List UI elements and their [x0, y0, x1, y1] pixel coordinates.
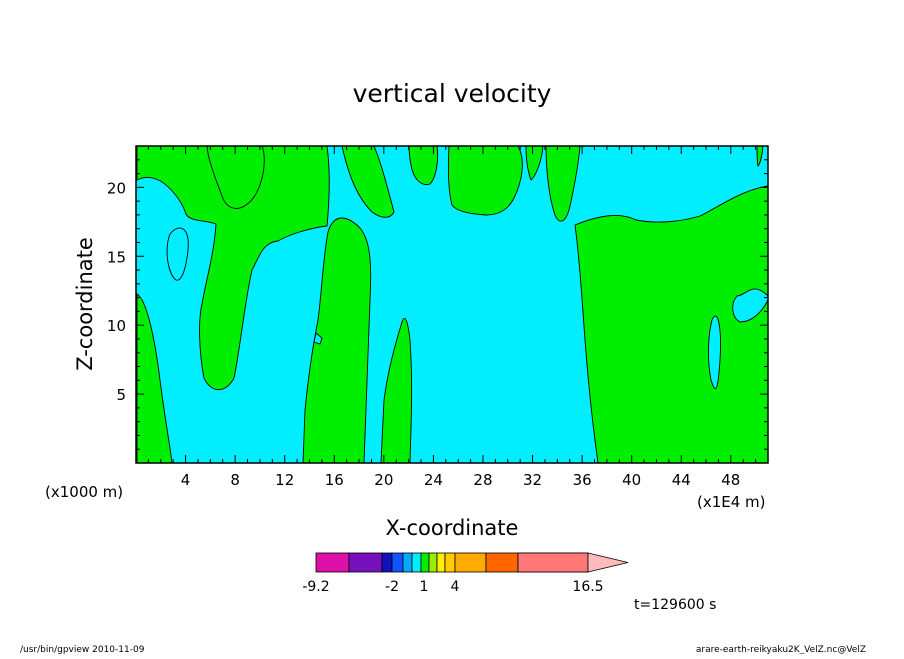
- x-tick-label: 28: [473, 471, 492, 489]
- colorbar-tick-label: 4: [451, 579, 460, 595]
- x-axis-label: X-coordinate: [386, 516, 519, 540]
- x-tick-label: 24: [424, 471, 443, 489]
- colorbar-extend-triangle: [587, 552, 629, 573]
- x-tick-label: 32: [523, 471, 542, 489]
- x-tick-label: 20: [374, 471, 393, 489]
- colorbar-tick-label: -2: [385, 579, 399, 595]
- plot-frame: [135, 145, 769, 464]
- positive-region: [408, 145, 439, 186]
- y-tick-label: 10: [107, 317, 126, 335]
- colorbar-segment: [454, 552, 487, 573]
- colorbar: [315, 552, 629, 573]
- colorbar-segment: [348, 552, 383, 573]
- colorbar-segment: [402, 552, 413, 573]
- y-tick-label: 5: [116, 386, 126, 404]
- x-tick-label: 48: [721, 471, 740, 489]
- x-scale-right-label: (x1E4 m): [697, 493, 766, 511]
- colorbar-segment: [381, 552, 393, 573]
- footer-right: arare-earth-reikyaku2K_VelZ.nc@VelZ: [696, 645, 866, 654]
- colorbar-tick-labels: -9.2 -2 1 4 16.5: [302, 579, 603, 595]
- negative-region: [166, 227, 189, 281]
- y-tick-label: 15: [107, 248, 126, 266]
- positive-region: [448, 145, 523, 216]
- x-tick-label: 12: [275, 471, 294, 489]
- colorbar-tick-label: -9.2: [302, 579, 329, 595]
- y-ticks: 5 10 15 20: [107, 159, 768, 450]
- time-label: t=129600 s: [634, 597, 716, 613]
- colorbar-segment: [485, 552, 519, 573]
- x-tick-label: 40: [622, 471, 641, 489]
- colorbar-segment: [391, 552, 404, 573]
- colorbar-tick-label: 1: [420, 579, 429, 595]
- colorbar-segment: [420, 552, 430, 573]
- positive-region: [574, 185, 769, 464]
- y-axis-label: Z-coordinate: [73, 237, 97, 371]
- x-tick-label: 44: [672, 471, 691, 489]
- negative-region: [732, 288, 769, 323]
- colorbar-segment: [444, 552, 456, 573]
- x-scale-left-label: (x1000 m): [45, 483, 123, 501]
- y-tick-label: 20: [107, 179, 126, 197]
- colorbar-segment: [428, 552, 438, 573]
- contour-regions: [136, 145, 769, 464]
- colorbar-tick-label: 16.5: [572, 579, 603, 595]
- chart-title: vertical velocity: [353, 79, 552, 108]
- positive-region: [545, 145, 581, 222]
- x-tick-label: 36: [573, 471, 592, 489]
- negative-region: [708, 315, 721, 390]
- colorbar-segment: [517, 552, 589, 573]
- positive-region: [136, 293, 173, 464]
- positive-region: [525, 145, 544, 181]
- footer-left: /usr/bin/gpview 2010-11-09: [20, 645, 145, 654]
- positive-region: [206, 145, 265, 209]
- x-ticks: 4 8 12 16 20 24 28 32 36 40 44 48: [147, 146, 757, 489]
- x-tick-label: 8: [230, 471, 240, 489]
- x-tick-label: 16: [325, 471, 344, 489]
- positive-region: [136, 145, 330, 391]
- negative-region: [313, 332, 323, 345]
- colorbar-segment: [411, 552, 422, 573]
- positive-region: [341, 145, 395, 218]
- positive-region: [380, 318, 413, 464]
- positive-region: [756, 145, 764, 167]
- colorbar-segment: [436, 552, 446, 573]
- colorbar-segment: [315, 552, 350, 573]
- x-tick-label: 4: [181, 471, 191, 489]
